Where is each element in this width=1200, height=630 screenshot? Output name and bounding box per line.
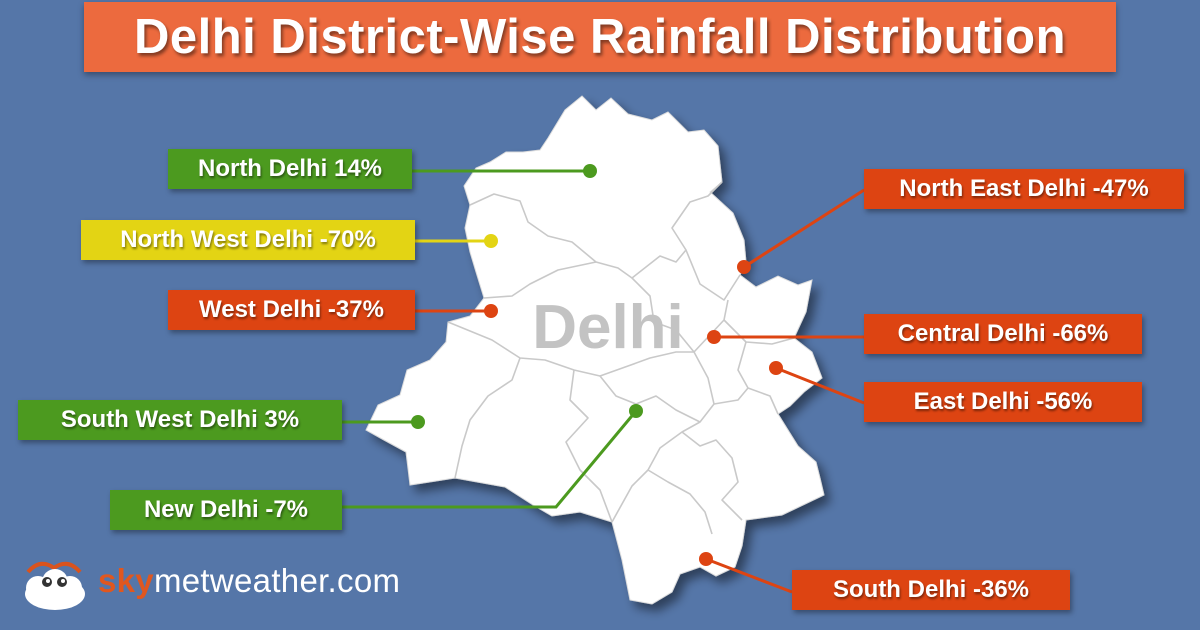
district-label-east: East Delhi -56% (864, 382, 1142, 422)
district-marker-central (707, 330, 721, 344)
district-marker-east (769, 361, 783, 375)
cloud-mascot-icon (25, 561, 85, 610)
district-borders (447, 181, 795, 535)
district-label-south-west: South West Delhi 3% (18, 400, 342, 440)
leader-lines (342, 164, 865, 594)
brand-sky: sky (98, 562, 154, 599)
border-west-north (483, 261, 597, 299)
leader-line-east (775, 366, 865, 405)
border-south-inner (681, 431, 743, 521)
leader-line-south (705, 557, 793, 594)
district-label-north: North Delhi 14% (168, 149, 412, 189)
district-marker-new-delhi (629, 404, 643, 418)
border-northeast (685, 249, 741, 301)
district-label-central: Central Delhi -66% (864, 314, 1142, 354)
border-southwest (454, 357, 521, 479)
border-newdelhi (565, 369, 613, 523)
district-marker-south-west (411, 415, 425, 429)
brand-rest: metweather.com (153, 562, 401, 599)
border-central-inner (599, 375, 701, 423)
district-marker-north-east (737, 260, 751, 274)
district-marker-north (583, 164, 597, 178)
title-banner: Delhi District-Wise Rainfall Distributio… (84, 2, 1116, 72)
page-title: Delhi District-Wise Rainfall Distributio… (133, 10, 1067, 64)
leader-line-north-east (743, 188, 865, 269)
district-marker-south (699, 552, 713, 566)
district-label-south: South Delhi -36% (792, 570, 1070, 610)
leader-line-new-delhi (342, 410, 638, 509)
map-title-delhi: Delhi (532, 293, 684, 362)
delhi-outline (365, 95, 825, 605)
district-marker-north-west (484, 234, 498, 248)
brand-logo: skymetweather.com (20, 556, 440, 616)
district-label-new-delhi: New Delhi -7% (110, 490, 342, 530)
district-label-north-west: North West Delhi -70% (81, 220, 415, 260)
district-label-west: West Delhi -37% (168, 290, 415, 330)
border-south-east (713, 387, 749, 405)
district-marker-west (484, 304, 498, 318)
border-north-northwest (469, 181, 723, 279)
district-label-north-east: North East Delhi -47% (864, 169, 1184, 209)
brand-name: skymetweather.com (98, 562, 400, 600)
border-east (723, 319, 795, 345)
border-south-lower (647, 469, 713, 535)
border-west-south (447, 321, 694, 377)
